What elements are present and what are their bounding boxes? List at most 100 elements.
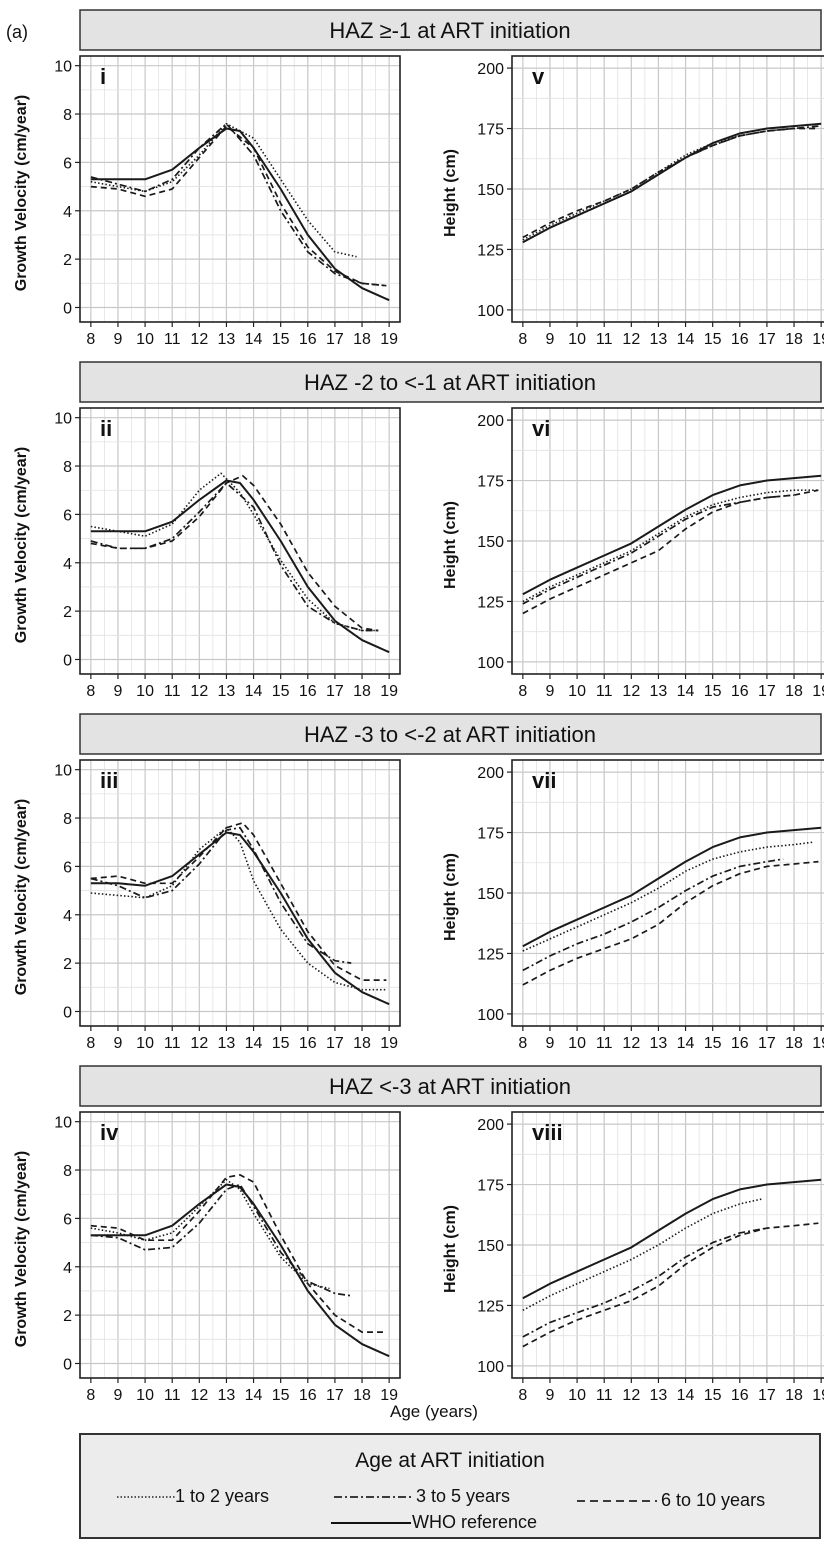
panel-ii: 8 9 10 11 12 13 14 15 16 17 18 19 0 2 4 6 8 10 Growth Velo… [13, 407, 401, 700]
x-tick-label: 16 [731, 1035, 749, 1052]
x-tick-label: 16 [299, 1035, 317, 1052]
series-line-dashed [90, 474, 379, 632]
row-title: HAZ <-3 at ART initiation [329, 1074, 571, 1099]
series-line-dashdot [522, 858, 784, 972]
panel-label: viii [532, 1120, 563, 1145]
x-tick-label: 11 [596, 1035, 613, 1052]
x-tick-label: 13 [650, 683, 668, 700]
series-line-solid [522, 474, 822, 596]
x-tick-label: 10 [568, 1387, 586, 1404]
x-tick-label: 13 [650, 1387, 668, 1404]
y-axis-label: Height (cm) [442, 1205, 459, 1293]
legend-item-1-to-2: 1 to 2 years [117, 1485, 317, 1509]
y-tick-label: 0 [63, 652, 72, 669]
series-line-dashed [522, 489, 819, 615]
y-tick-label: 150 [477, 534, 504, 551]
x-tick-label: 8 [518, 1035, 527, 1052]
x-tick-label: 19 [812, 1387, 824, 1404]
legend-swatch-solid [331, 1522, 411, 1524]
x-tick-label: 19 [812, 683, 824, 700]
row-title-strip [79, 9, 822, 51]
x-tick-label: 15 [704, 331, 722, 348]
x-tick-label: 8 [518, 331, 527, 348]
panel-label: vi [532, 416, 550, 441]
series-line-dashed [522, 860, 819, 986]
series-line-solid [90, 1183, 390, 1358]
y-tick-label: 10 [54, 59, 72, 76]
y-axis-label: Growth Velocity (cm/year) [13, 1151, 30, 1348]
y-tick-label: 0 [63, 1356, 72, 1373]
x-tick-label: 8 [518, 683, 527, 700]
x-tick-label: 10 [568, 1035, 586, 1052]
x-tick-label: 18 [785, 1387, 803, 1404]
x-tick-label: 19 [380, 683, 398, 700]
x-tick-label: 17 [758, 331, 776, 348]
x-tick-label: 12 [622, 683, 640, 700]
panel-label: v [532, 64, 545, 89]
panel-v: 8 9 10 11 12 13 14 15 16 17 18 19 100 125 150 175 200 Hei… [442, 55, 824, 348]
x-tick-label: 12 [190, 331, 208, 348]
panel-label: iii [100, 768, 118, 793]
x-tick-label: 11 [164, 683, 181, 700]
y-tick-label: 175 [477, 826, 504, 843]
x-tick-label: 9 [546, 1035, 555, 1052]
y-tick-label: 10 [54, 1115, 72, 1132]
y-tick-label: 150 [477, 182, 504, 199]
y-tick-label: 6 [63, 155, 72, 172]
y-tick-label: 175 [477, 474, 504, 491]
x-tick-label: 14 [245, 683, 263, 700]
legend-label: 1 to 2 years [175, 1486, 270, 1506]
row-title-strip [79, 1065, 822, 1107]
x-tick-label: 18 [353, 331, 371, 348]
panel-i: 8 9 10 11 12 13 14 15 16 17 18 19 0 2 4 6 8 10 Growth Velo… [13, 55, 401, 348]
series-line-dotted [522, 489, 819, 603]
x-tick-label: 8 [86, 1387, 95, 1404]
x-tick-label: 11 [164, 1387, 181, 1404]
x-tick-label: 12 [622, 1035, 640, 1052]
x-tick-label: 8 [86, 1035, 95, 1052]
y-tick-label: 200 [477, 61, 504, 78]
y-tick-label: 2 [63, 956, 72, 973]
x-tick-label: 17 [326, 331, 344, 348]
x-tick-label: 17 [326, 1035, 344, 1052]
x-tick-label: 13 [218, 1387, 236, 1404]
x-tick-label: 12 [622, 331, 640, 348]
y-tick-label: 200 [477, 765, 504, 782]
y-axis-label: Growth Velocity (cm/year) [13, 447, 30, 644]
x-tick-label: 9 [114, 1035, 123, 1052]
x-tick-label: 15 [704, 683, 722, 700]
y-tick-label: 125 [477, 594, 504, 611]
series-line-dashed [90, 1174, 387, 1333]
y-tick-label: 6 [63, 859, 72, 876]
row-title: HAZ -2 to <-1 at ART initiation [304, 370, 596, 395]
legend-swatch-dashdot [334, 1496, 414, 1498]
x-tick-label: 10 [568, 683, 586, 700]
y-tick-label: 8 [63, 107, 72, 124]
plot-frame [79, 55, 401, 323]
x-tick-label: 19 [812, 331, 824, 348]
y-tick-label: 4 [63, 1260, 72, 1277]
series-line-dotted [522, 1198, 762, 1312]
y-tick-label: 100 [477, 1007, 504, 1024]
figure-label: (a) [6, 22, 28, 42]
y-axis-label: Growth Velocity (cm/year) [13, 799, 30, 996]
series-line-solid [522, 826, 822, 948]
y-tick-label: 6 [63, 1211, 72, 1228]
x-tick-label: 13 [218, 683, 236, 700]
panel-label: iv [100, 1120, 119, 1145]
plot-frame [79, 1111, 401, 1379]
y-axis-label: Height (cm) [442, 853, 459, 941]
x-tick-label: 18 [353, 1387, 371, 1404]
legend-item-3-to-5: 3 to 5 years [334, 1485, 564, 1509]
x-tick-label: 18 [785, 1035, 803, 1052]
x-tick-label: 13 [650, 1035, 668, 1052]
plot-frame [79, 759, 401, 1027]
x-tick-label: 10 [136, 331, 154, 348]
x-tick-label: 13 [218, 1035, 236, 1052]
y-tick-label: 125 [477, 946, 504, 963]
x-tick-label: 17 [326, 1387, 344, 1404]
figure-canvas: HAZ ≥-1 at ART initiation 8 9 10 11 12 13 14 15 1… [13, 9, 824, 1404]
panel-label: i [100, 64, 106, 89]
x-tick-label: 9 [114, 331, 123, 348]
legend-label: 3 to 5 years [416, 1486, 511, 1506]
